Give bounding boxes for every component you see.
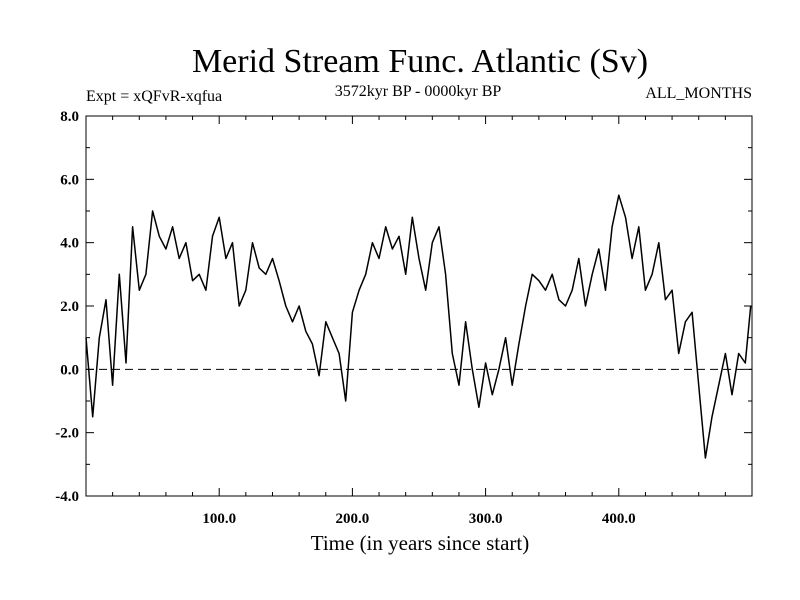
months-label: ALL_MONTHS: [645, 85, 752, 102]
x-tick-label: 100.0: [202, 511, 236, 527]
time-range-label: 3572kyr BP - 0000kyr BP: [335, 83, 502, 100]
series-line: [85, 194, 752, 459]
x-axis: 100.0 200.0 300.0 400.0: [112, 116, 726, 527]
y-tick-label: -4.0: [55, 489, 79, 505]
y-tick-label: 4.0: [60, 236, 79, 252]
x-tick-label: 400.0: [602, 511, 636, 527]
chart-title: Merid Stream Func. Atlantic (Sv): [192, 43, 648, 80]
y-tick-label: 8.0: [60, 109, 79, 125]
y-tick-label: -2.0: [55, 426, 79, 442]
y-axis: -4.0 -2.0 0.0 2.0 4.0 6.0 8.0: [55, 109, 752, 505]
x-tick-label: 300.0: [469, 511, 503, 527]
x-axis-label: Time (in years since start): [311, 531, 530, 555]
y-tick-label: 2.0: [60, 299, 79, 315]
y-tick-label: 6.0: [60, 172, 79, 188]
plot-frame: [85, 115, 753, 497]
y-tick-label: 0.0: [60, 362, 79, 378]
x-tick-label: 200.0: [336, 511, 370, 527]
experiment-label: Expt = xQFvR-xqfua: [86, 88, 222, 105]
